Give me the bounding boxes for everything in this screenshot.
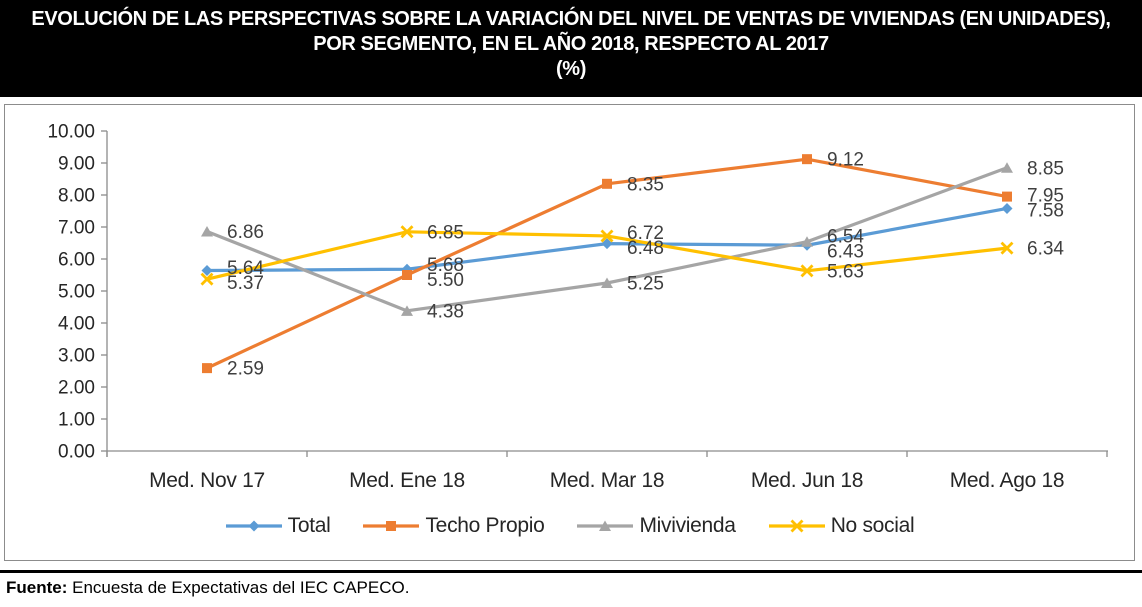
data-label: 6.34 <box>1027 239 1064 260</box>
legend-swatch-total <box>225 520 282 532</box>
title-band: EVOLUCIÓN DE LAS PERSPECTIVAS SOBRE LA V… <box>0 0 1142 97</box>
y-axis-tick-label: 2.00 <box>58 378 95 399</box>
square-marker-icon <box>602 178 612 189</box>
y-axis-tick-label: 10.00 <box>47 122 95 143</box>
triangle-marker-icon <box>801 236 813 247</box>
diamond-marker-icon <box>1001 202 1013 214</box>
legend-swatch-techo-propio <box>363 521 420 531</box>
y-axis-tick-label: 8.00 <box>58 186 95 207</box>
series-line-techo-propio <box>205 157 1009 370</box>
diamond-marker-icon <box>601 238 613 250</box>
data-label: 6.86 <box>227 222 264 243</box>
x-marker-icon <box>1000 241 1014 255</box>
data-label: 6.85 <box>427 222 464 243</box>
data-label: 7.95 <box>1027 186 1064 207</box>
legend-swatch-mivivienda <box>577 520 634 531</box>
legend-label-no-social: No social <box>830 514 915 537</box>
y-axis-tick-label: 6.00 <box>58 250 95 271</box>
data-label: 6.48 <box>627 238 664 259</box>
data-label: 5.64 <box>227 258 264 279</box>
data-label: 8.35 <box>627 174 664 195</box>
x-axis-category-label: Med. Nov 17 <box>149 469 265 492</box>
square-marker-icon <box>802 154 812 165</box>
x-marker-icon <box>600 229 614 243</box>
data-label: 8.85 <box>1027 158 1064 179</box>
data-label: 7.58 <box>1027 201 1064 222</box>
data-label: 6.43 <box>827 241 864 262</box>
diamond-marker-icon <box>201 265 213 277</box>
legend-label-total: Total <box>287 514 331 537</box>
legend-item-no-social: No social <box>768 514 915 538</box>
legend-swatch-no-social <box>768 519 825 533</box>
triangle-marker-icon <box>401 305 413 316</box>
x-axis-category-label: Med. Ago 18 <box>950 469 1065 492</box>
x-marker-icon <box>400 225 414 239</box>
x-axis-category-label: Med. Ene 18 <box>349 469 465 492</box>
chart-title-line2: POR SEGMENTO, EN EL AÑO 2018, RESPECTO A… <box>313 33 829 55</box>
legend-item-total: Total <box>225 514 331 538</box>
diamond-marker-icon <box>248 520 260 532</box>
data-label: 5.50 <box>427 270 464 291</box>
y-axis-tick-label: 4.00 <box>58 314 95 335</box>
y-axis-tick-label: 0.00 <box>58 442 95 463</box>
x-marker-icon <box>790 519 804 533</box>
source-label: Fuente: <box>6 578 68 597</box>
x-axis-category-label: Med. Jun 18 <box>751 469 863 492</box>
y-axis-tick-label: 1.00 <box>58 410 95 431</box>
square-marker-icon <box>1002 191 1012 202</box>
data-label: 9.12 <box>827 150 864 171</box>
legend-item-mivivienda: Mivivienda <box>576 514 736 538</box>
triangle-marker-icon <box>599 520 612 531</box>
data-label: 6.54 <box>827 226 864 247</box>
data-label: 2.59 <box>227 359 264 380</box>
x-axis-category-label: Med. Mar 18 <box>550 469 665 492</box>
data-label: 5.37 <box>227 273 264 294</box>
square-marker-icon <box>202 363 212 374</box>
data-label: 5.25 <box>627 274 664 295</box>
chart-frame <box>4 104 1135 561</box>
y-axis-tick-label: 3.00 <box>58 346 95 367</box>
triangle-marker-icon <box>1001 162 1013 173</box>
data-label: 5.63 <box>827 261 864 282</box>
x-marker-icon <box>200 272 214 286</box>
source-note: Fuente: Encuesta de Expectativas del IEC… <box>6 578 1136 598</box>
chart-title-unit: (%) <box>556 58 586 80</box>
triangle-marker-icon <box>201 225 213 237</box>
y-axis-tick-label: 5.00 <box>58 282 95 303</box>
data-label: 6.72 <box>627 223 664 244</box>
y-axis-tick-label: 7.00 <box>58 218 95 239</box>
square-marker-icon <box>386 521 397 531</box>
legend-label-mivivienda: Mivivienda <box>639 514 736 537</box>
y-axis-tick-label: 9.00 <box>58 154 95 175</box>
source-text: Encuesta de Expectativas del IEC CAPECO. <box>72 578 410 597</box>
data-label: 5.68 <box>427 255 464 276</box>
x-marker-icon <box>800 264 814 278</box>
footer-divider <box>0 570 1142 573</box>
square-marker-icon <box>402 270 412 280</box>
chart-title-line1: EVOLUCIÓN DE LAS PERSPECTIVAS SOBRE LA V… <box>31 8 1111 30</box>
legend-label-techo-propio: Techo Propio <box>425 514 545 537</box>
legend-item-techo-propio: Techo Propio <box>362 514 545 538</box>
chart-legend: Total Techo Propio Mivivienda No social <box>4 514 1135 538</box>
data-label: 4.38 <box>427 301 464 322</box>
triangle-marker-icon <box>601 277 613 288</box>
